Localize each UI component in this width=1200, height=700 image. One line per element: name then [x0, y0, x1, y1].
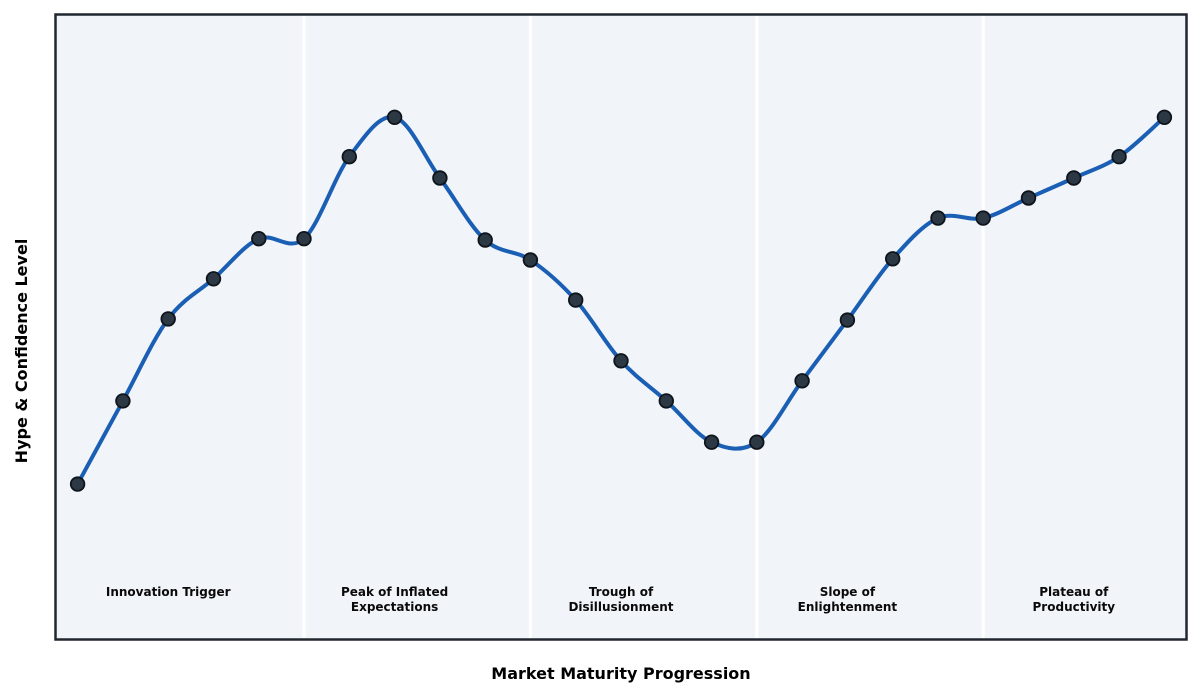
phase-label-slope-of-enlightenment: Slope of Enlightenment — [798, 585, 898, 614]
data-point-11 — [568, 292, 584, 308]
data-point-1 — [115, 393, 131, 409]
data-point-9 — [477, 232, 493, 248]
data-point-7 — [386, 109, 403, 126]
data-point-6 — [341, 148, 358, 165]
data-point-21 — [1020, 190, 1037, 206]
phase-labels: Innovation Trigger Peak of Inflated Expect… — [106, 585, 1115, 614]
data-point-20 — [975, 210, 991, 226]
x-axis-label: Market Maturity Progression — [491, 664, 750, 683]
hype-curve-layer — [69, 109, 1173, 492]
plot-frame — [54, 13, 1188, 641]
data-point-23 — [1111, 148, 1127, 165]
data-point-2 — [160, 311, 176, 327]
data-point-13 — [658, 393, 675, 409]
phase-label-trough-of-disillusionment: Trough of Disillusionment — [568, 585, 673, 614]
data-point-3 — [205, 271, 222, 287]
data-point-0 — [69, 476, 86, 492]
data-point-15 — [749, 434, 765, 450]
data-point-19 — [930, 210, 946, 226]
phase-label-innovation-trigger: Innovation Trigger — [106, 585, 231, 599]
data-point-18 — [885, 251, 901, 267]
data-point-10 — [522, 252, 539, 268]
phase-label-peak-of-inflated-expectations: Peak of Inflated Expectations — [341, 585, 448, 614]
data-point-12 — [613, 353, 629, 369]
phase-dividers — [302, 15, 985, 639]
data-point-5 — [296, 230, 312, 247]
data-point-24 — [1156, 109, 1173, 126]
y-axis-label: Hype & Confidence Level — [12, 239, 31, 464]
data-point-16 — [794, 373, 810, 389]
plot-background — [55, 14, 1187, 640]
data-point-8 — [432, 170, 448, 186]
data-point-14 — [703, 434, 720, 450]
phase-label-plateau-of-productivity: Plateau of Productivity — [1033, 585, 1116, 614]
data-point-22 — [1066, 170, 1082, 186]
data-point-17 — [839, 312, 856, 328]
data-point-4 — [251, 230, 267, 247]
